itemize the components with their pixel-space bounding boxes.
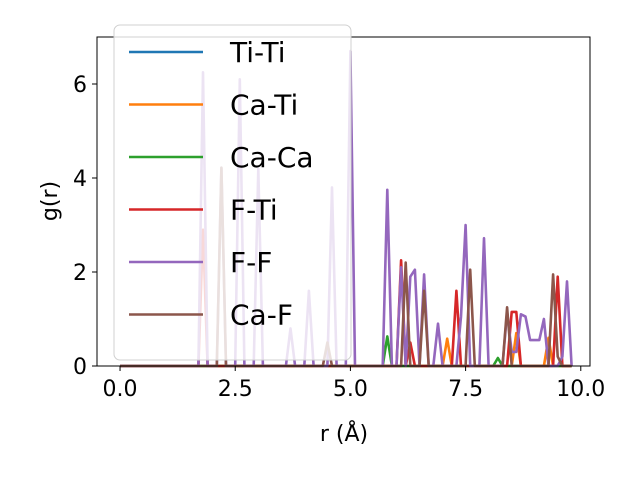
y-tick-label: 6 [73,73,87,98]
legend-label-f-f: F-F [230,246,272,279]
legend: Ti-Ti Ca-Ti Ca-Ca F-Ti F-F Ca-F [113,24,352,361]
legend-box [113,24,352,361]
legend-label-ca-f: Ca-F [230,299,293,332]
y-axis-label: g(r) [38,181,63,221]
x-tick-label: 2.5 [218,377,253,402]
y-tick-label: 2 [73,261,87,286]
axes: 0.0 2.5 5.0 7.5 10.0 0 2 4 6 [73,36,605,402]
y-tick-label: 0 [73,355,87,380]
x-tick-label: 0.0 [103,377,138,402]
legend-label-f-ti: F-Ti [230,194,278,227]
legend-label-ca-ti: Ca-Ti [230,89,298,122]
x-axis-label: r (Å) [320,420,368,447]
y-tick-label: 4 [73,167,87,192]
legend-label-ti-ti: Ti-Ti [229,36,286,69]
x-tick-label: 7.5 [448,377,483,402]
x-tick-label: 5.0 [333,377,368,402]
x-tick-label: 10.0 [556,377,605,402]
legend-label-ca-ca: Ca-Ca [230,141,314,174]
